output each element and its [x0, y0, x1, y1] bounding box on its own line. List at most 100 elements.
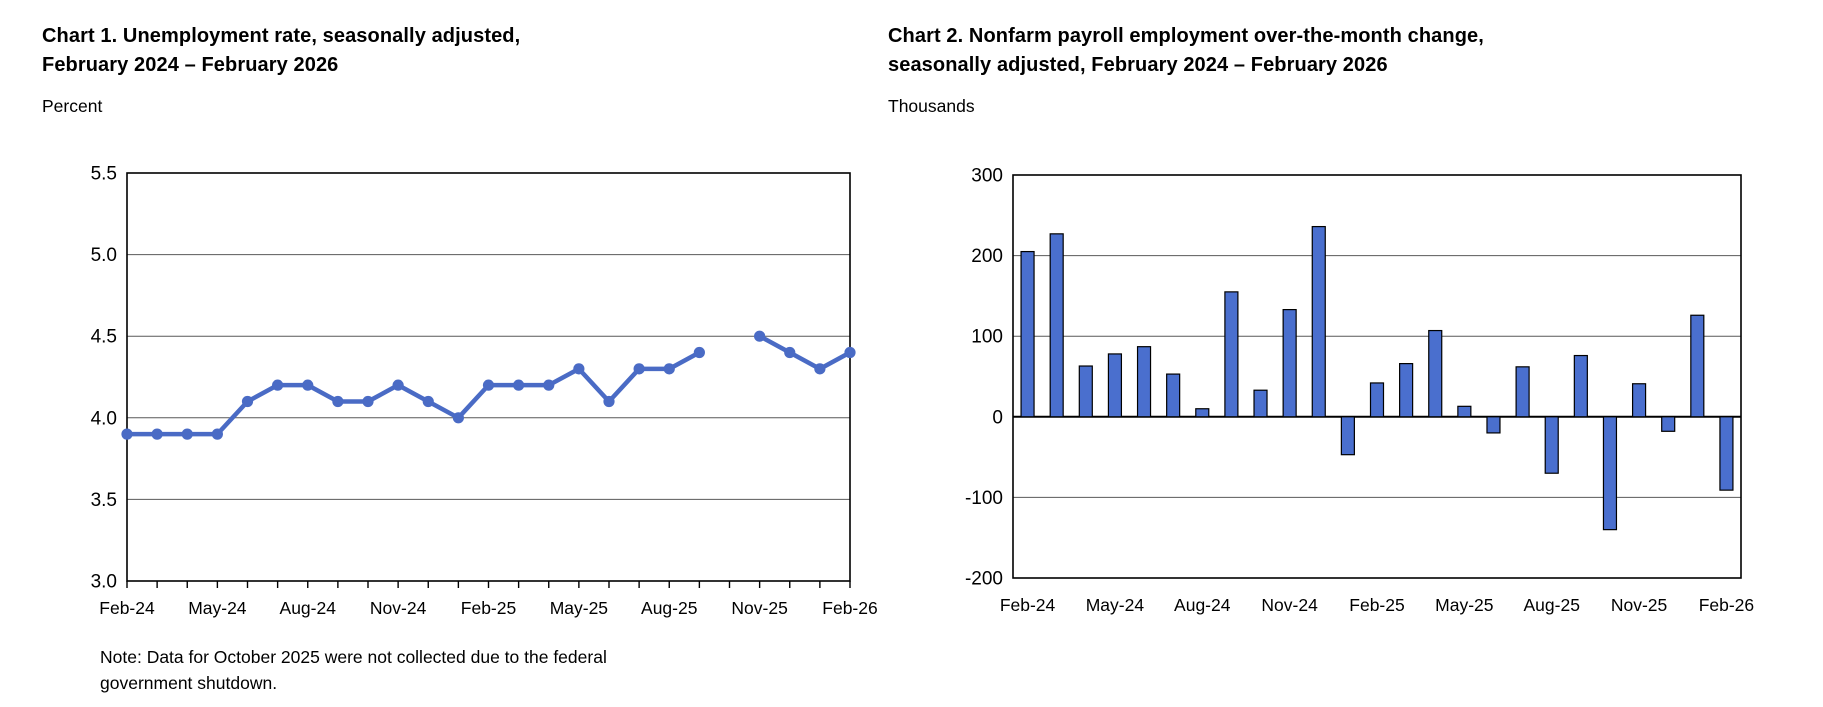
data-point-marker — [211, 428, 223, 440]
gridlines — [1013, 255, 1741, 498]
bar — [1690, 314, 1705, 418]
data-point-marker — [362, 395, 374, 408]
line-segment — [757, 333, 853, 372]
bar — [1253, 389, 1268, 418]
chart1-title-line1: Chart 1. Unemployment rate, seasonally a… — [42, 25, 521, 47]
chart2-title-line2: seasonally adjusted, February 2024 – Feb… — [888, 54, 1388, 76]
data-point-marker — [121, 428, 133, 440]
plot-border — [1012, 174, 1742, 579]
x-tick-label: Feb-24 — [99, 598, 155, 618]
chart1-note: Note: Data for October 2025 were not col… — [100, 644, 607, 696]
x-axis-labels: Feb-24 May-24 Aug-24 Nov-24 Feb-25 May-25 Aug-… — [99, 598, 877, 618]
chart1-note-line2: government shutdown. — [100, 673, 278, 693]
bar — [1340, 416, 1355, 456]
y-tick-label: 5.0 — [91, 245, 117, 266]
y-axis-labels: 300 200 100 0 -100 -200 — [965, 166, 1003, 590]
bar — [1602, 416, 1618, 531]
chart1-unit-label: Percent — [42, 96, 103, 116]
y-tick-label: 4.0 — [91, 408, 117, 429]
x-tick-label: May-25 — [1435, 595, 1493, 615]
data-point-marker — [392, 379, 404, 391]
y-tick-label: 300 — [971, 166, 1003, 187]
bar — [1486, 416, 1501, 434]
x-tick-label: Aug-24 — [280, 598, 337, 618]
x-tick-label: Aug-24 — [1174, 595, 1231, 615]
x-tick-label: Feb-25 — [461, 598, 516, 618]
x-tick-label: Nov-25 — [731, 598, 787, 618]
data-point-marker — [302, 379, 314, 391]
x-axis-ticks — [126, 581, 851, 588]
chart1-note-line1: Note: Data for October 2025 were not col… — [100, 647, 607, 667]
bar — [1195, 408, 1210, 418]
x-tick-label: May-25 — [550, 598, 608, 618]
bar — [1428, 329, 1443, 418]
y-tick-label: 3.0 — [91, 572, 117, 593]
chart2-unit-label: Thousands — [888, 96, 975, 116]
bar — [1166, 373, 1181, 418]
x-tick-label: Feb-25 — [1349, 595, 1404, 615]
data-point-marker — [573, 363, 585, 375]
data-point-marker — [272, 379, 284, 391]
data-point-marker — [181, 428, 193, 440]
bar — [1107, 353, 1123, 418]
bar — [1311, 225, 1326, 418]
chart2-payroll-change-bar-plot: 300 200 100 0 -100 -200 Feb-24 May-24 Aug-24 Nov-… — [965, 166, 1754, 616]
bar — [1399, 363, 1414, 418]
data-point-marker — [332, 395, 344, 408]
y-tick-label: 200 — [971, 246, 1003, 267]
bar — [1457, 405, 1472, 418]
x-axis-labels: Feb-24 May-24 Aug-24 Nov-24 Feb-25 May-25 Aug-… — [1000, 595, 1754, 615]
bar — [1224, 291, 1239, 418]
bar — [1369, 382, 1385, 418]
x-tick-label: Feb-26 — [1699, 595, 1754, 615]
bar — [1136, 346, 1152, 418]
data-point-marker — [543, 379, 555, 391]
bar — [1020, 250, 1035, 418]
x-tick-label: Nov-25 — [1611, 595, 1667, 615]
data-point-marker — [452, 412, 464, 424]
bar — [1049, 233, 1064, 418]
bar — [1078, 365, 1093, 418]
x-tick-label: May-24 — [1086, 595, 1145, 615]
bar — [1282, 309, 1297, 418]
y-tick-label: -200 — [965, 569, 1003, 590]
y-axis-labels: 5.5 5.0 4.5 4.0 3.5 3.0 — [91, 164, 117, 593]
chart1-unemployment-rate-line-plot: 5.5 5.0 4.5 4.0 3.5 3.0 Feb-24 May-24 Aug-24 Nov-… — [91, 164, 878, 619]
data-point-marker — [754, 330, 766, 342]
data-point-marker — [241, 395, 254, 408]
x-tick-label: May-24 — [188, 598, 247, 618]
x-tick-label: Aug-25 — [1524, 595, 1580, 615]
data-point-marker — [633, 363, 645, 375]
chart1-title-line2: February 2024 – February 2026 — [42, 54, 339, 76]
bar — [1631, 383, 1647, 418]
bar — [1661, 416, 1676, 432]
x-tick-label: Aug-25 — [641, 598, 697, 618]
y-tick-label: 5.5 — [91, 164, 117, 185]
data-point-marker — [151, 428, 163, 440]
bars — [1020, 225, 1734, 531]
data-point-marker — [844, 346, 856, 359]
bar — [1515, 366, 1530, 418]
y-tick-label: 100 — [971, 327, 1003, 348]
x-tick-label: Nov-24 — [370, 598, 427, 618]
x-tick-label: Nov-24 — [1261, 595, 1318, 615]
line-segment — [124, 350, 702, 437]
data-point-marker — [482, 379, 495, 391]
gridlines — [127, 254, 850, 500]
bar — [1573, 354, 1588, 418]
data-point-marker — [814, 363, 826, 375]
x-tick-label: Feb-26 — [822, 598, 877, 618]
bar — [1719, 416, 1734, 491]
data-point-marker — [693, 346, 705, 359]
y-tick-label: 0 — [992, 407, 1003, 428]
x-tick-label: Feb-24 — [1000, 595, 1056, 615]
line-series — [121, 330, 856, 440]
data-point-marker — [513, 379, 525, 391]
data-point-marker — [784, 346, 796, 359]
plot-border — [126, 172, 851, 582]
data-point-marker — [603, 395, 615, 408]
y-tick-label: -100 — [965, 488, 1003, 509]
chart2-title-line1: Chart 2. Nonfarm payroll employment over… — [888, 25, 1484, 47]
y-tick-label: 4.5 — [91, 327, 117, 348]
